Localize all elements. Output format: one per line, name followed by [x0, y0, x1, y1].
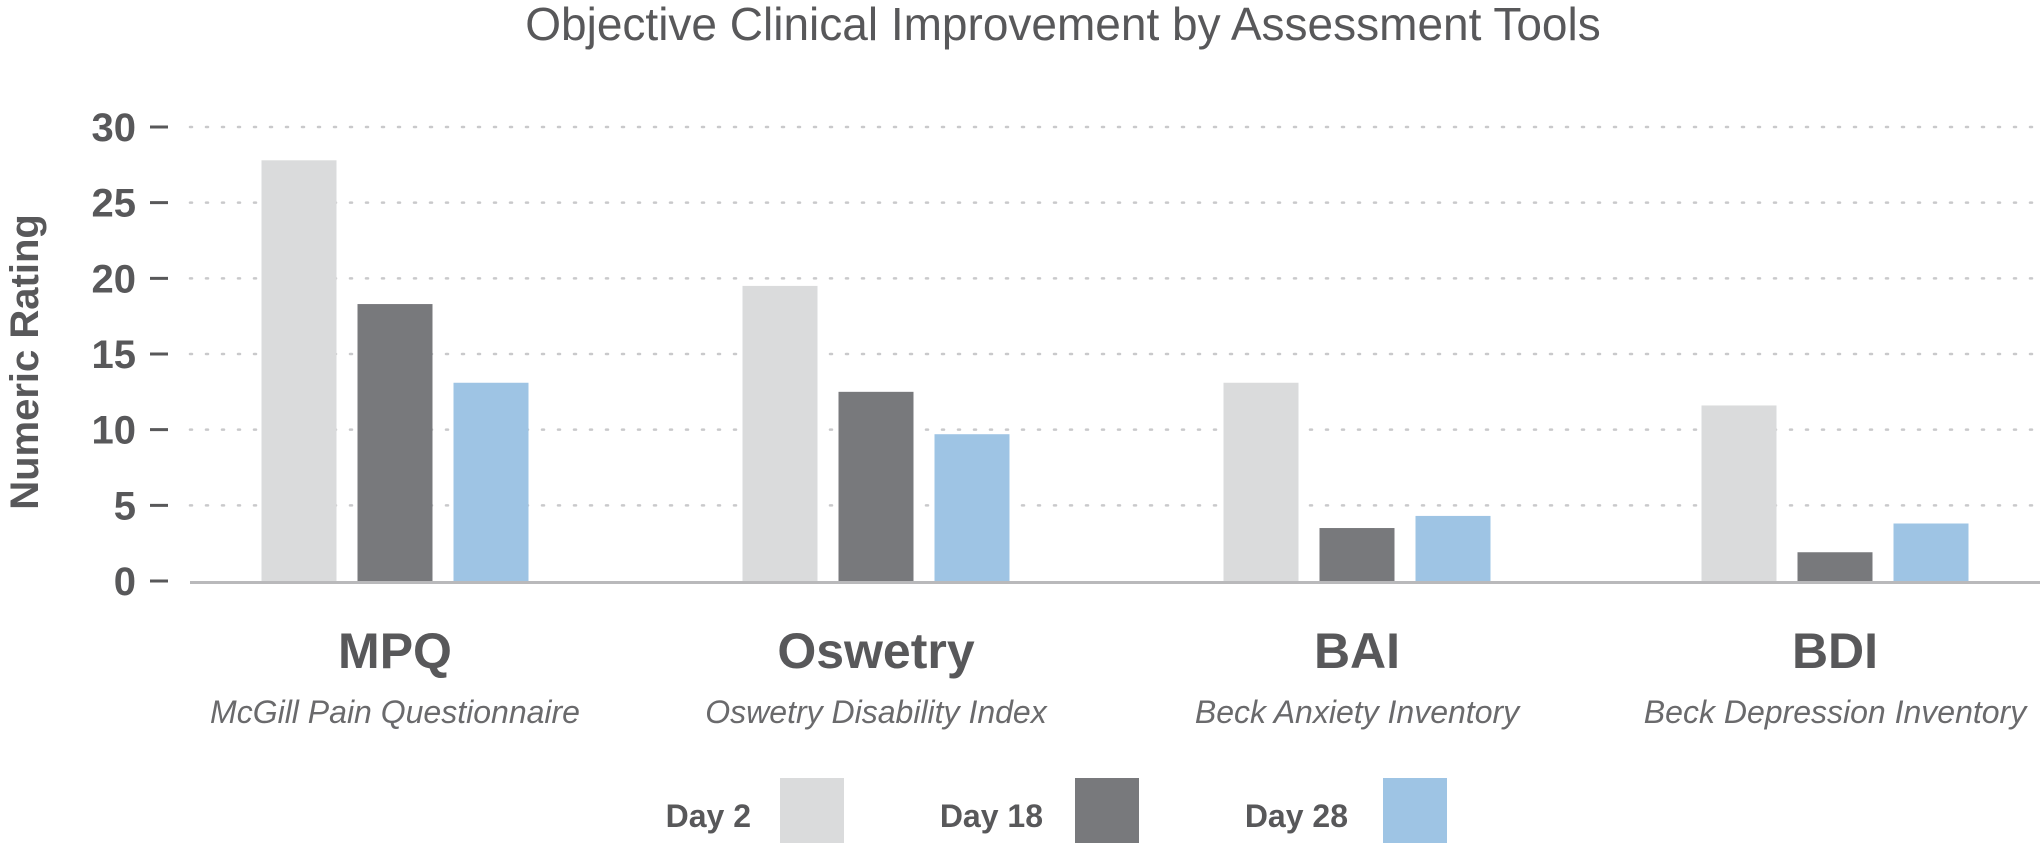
category-subtitle: Beck Anxiety Inventory: [1195, 694, 1521, 730]
legend-label: Day 18: [940, 798, 1043, 834]
category-label: BAI: [1314, 623, 1400, 679]
y-tick-label: 30: [92, 106, 137, 150]
category-subtitle: McGill Pain Questionnaire: [210, 694, 580, 730]
y-tick-label: 25: [92, 182, 137, 226]
legend-swatch: [1383, 778, 1447, 843]
y-tick-label: 5: [114, 484, 136, 528]
category-subtitle: Oswetry Disability Index: [705, 694, 1047, 730]
bar-bdi-day-18: [1797, 552, 1873, 581]
category-label: BDI: [1792, 623, 1878, 679]
bar-mpq-day-28: [453, 382, 529, 581]
bar-bai-day-28: [1415, 515, 1491, 581]
bars: [261, 160, 1969, 581]
bar-mpq-day-2: [261, 160, 337, 581]
y-tick-label: 10: [92, 409, 137, 453]
category-subtitle: Beck Depression Inventory: [1644, 694, 2028, 730]
bar-mpq-day-18: [357, 304, 433, 581]
y-axis-ticks: 0 5 10 15 20 25 30: [92, 106, 168, 604]
bar-oswetry-day-18: [838, 391, 914, 581]
y-tick-label: 20: [92, 257, 137, 301]
y-tick-label: 15: [92, 333, 137, 377]
legend-swatch: [780, 778, 844, 843]
bar-bai-day-18: [1319, 528, 1395, 581]
legend-label: Day 2: [666, 798, 751, 834]
legend-swatch: [1075, 778, 1139, 843]
bar-bai-day-2: [1223, 382, 1299, 581]
category-label: Oswetry: [777, 623, 975, 679]
category-label: MPQ: [338, 623, 452, 679]
bar-bdi-day-28: [1893, 523, 1969, 581]
chart-title: Objective Clinical Improvement by Assess…: [525, 0, 1600, 50]
category-labels: MPQ McGill Pain Questionnaire Oswetry Oswet…: [210, 623, 2028, 730]
y-tick-label: 0: [114, 560, 136, 604]
legend: Day 2 Day 18 Day 28: [666, 778, 1447, 843]
bar-oswetry-day-2: [742, 285, 818, 581]
y-axis-label: Numeric Rating: [3, 214, 47, 510]
bar-oswetry-day-28: [934, 434, 1010, 581]
legend-label: Day 28: [1245, 798, 1348, 834]
bar-bdi-day-2: [1701, 405, 1777, 581]
